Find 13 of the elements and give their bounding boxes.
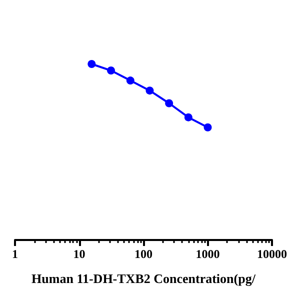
point xyxy=(146,86,154,95)
point xyxy=(107,66,115,75)
point xyxy=(88,60,96,68)
x-tick-label: 10000 xyxy=(257,247,287,261)
point xyxy=(126,76,134,85)
x-tick-label: 10 xyxy=(73,247,86,261)
x-tick-label: 1 xyxy=(12,247,18,261)
x-axis-title: Human 11-DH-TXB2 Concentration(pg/ xyxy=(32,271,256,286)
x-tick-label: 1000 xyxy=(196,247,220,261)
point xyxy=(165,99,174,108)
point xyxy=(184,113,192,122)
x-tick-label: 100 xyxy=(134,247,152,261)
point xyxy=(204,123,212,132)
